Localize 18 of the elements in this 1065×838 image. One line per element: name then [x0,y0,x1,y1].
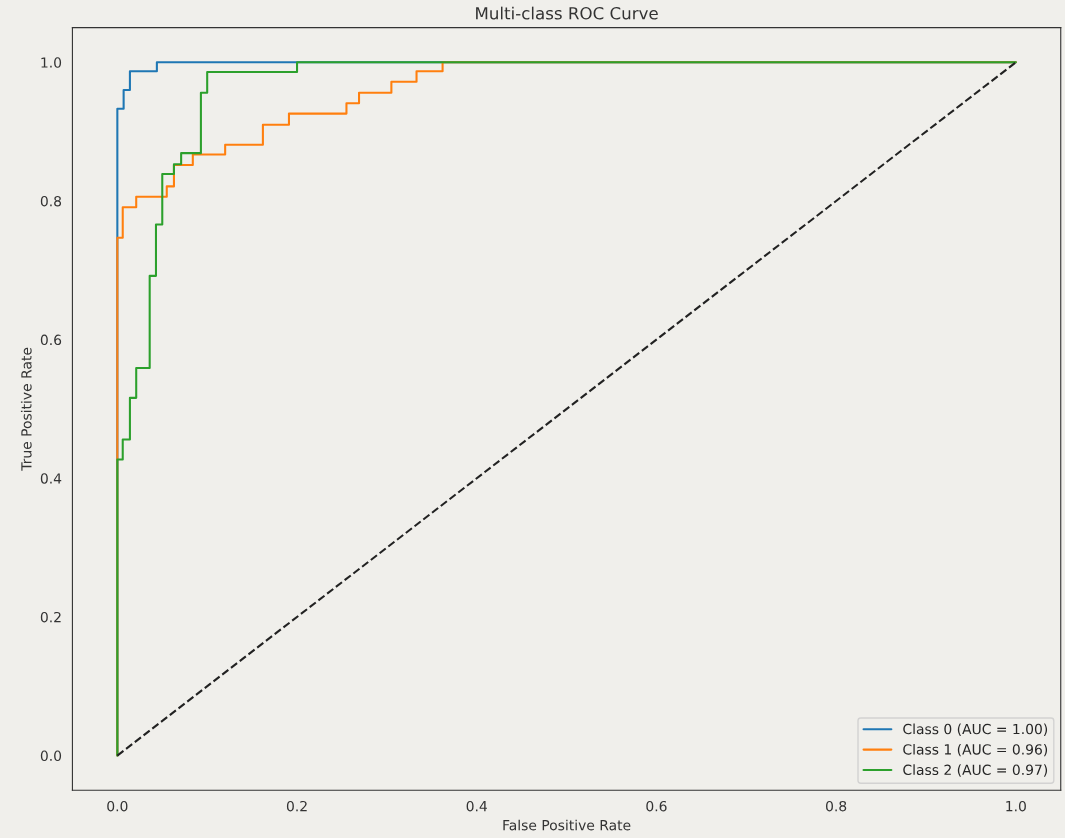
x-tick-label: 1.0 [1006,800,1026,812]
y-tick-label: 0.0 [40,750,62,762]
chart-title: Multi-class ROC Curve [476,6,658,20]
y-tick-label: 0.6 [40,334,62,346]
x-tick-label: 0.4 [466,800,487,812]
legend-label: Class 0 (AUC = 1.00) [903,723,1048,736]
x-tick-label: 0.6 [646,800,667,812]
y-tick-label: 0.2 [40,611,61,623]
y-axis-title: True Positive Rate [20,347,32,471]
x-axis-title: False Positive Rate [503,819,631,831]
y-tick-label: 0.8 [40,195,62,207]
x-tick-label: 0.2 [286,800,307,812]
y-tick-label: 1.0 [41,57,62,68]
legend-label: Class 2 (AUC = 0.97) [903,764,1048,777]
x-tick-label: 0.8 [825,800,847,812]
x-tick-label: 0.0 [107,800,128,812]
y-tick-label: 0.4 [40,473,62,484]
legend-label: Class 1 (AUC = 0.96) [903,743,1048,757]
